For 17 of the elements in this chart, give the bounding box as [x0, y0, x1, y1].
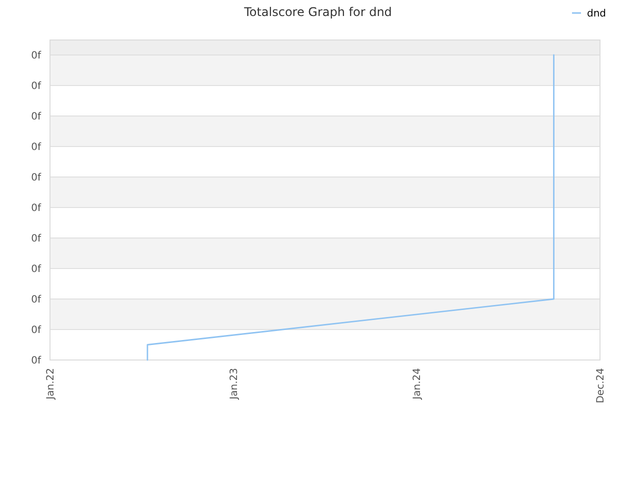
x-tick-label: Jan.22: [46, 368, 56, 400]
text: 0f: [31, 356, 42, 366]
legend-label: dnd: [587, 8, 606, 20]
text: 0f: [31, 112, 42, 122]
text: 0f: [31, 142, 42, 153]
text: 0f: [31, 50, 42, 62]
x-tick-label: Jan.23: [228, 368, 240, 400]
text: 0f: [31, 234, 42, 244]
text: 0f: [31, 203, 42, 214]
x-tick-label: Jan.24: [412, 368, 424, 400]
x-tick-label: Dec.24: [596, 368, 606, 404]
text: 0f: [31, 81, 42, 92]
text: 0f: [31, 264, 42, 275]
chart-title: Totalscore Graph for dnd: [243, 5, 392, 19]
text: 0f: [31, 294, 42, 306]
text: 0f: [31, 172, 42, 184]
text: 0f: [31, 325, 42, 336]
